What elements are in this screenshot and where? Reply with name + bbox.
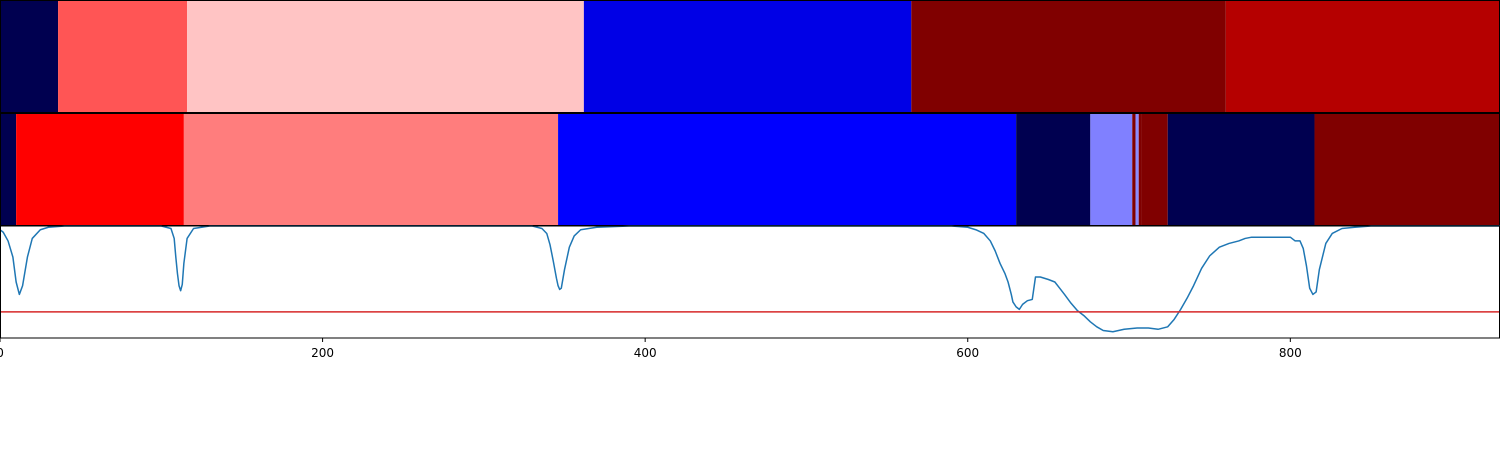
color-segment bbox=[1016, 113, 1091, 226]
x-tick-label: 400 bbox=[634, 346, 657, 360]
color-segment bbox=[583, 0, 912, 113]
color-segment bbox=[1132, 113, 1136, 226]
color-strip-middle bbox=[0, 113, 1500, 226]
x-tick-label: 200 bbox=[311, 346, 334, 360]
color-segment bbox=[1090, 113, 1133, 226]
x-tick-label: 600 bbox=[956, 346, 979, 360]
color-segment bbox=[911, 0, 1226, 113]
line-panel bbox=[0, 225, 1500, 339]
color-segment bbox=[183, 113, 559, 226]
color-segment bbox=[16, 113, 184, 226]
x-axis: 0 200 400 600 800 bbox=[0, 338, 1302, 360]
signal-line bbox=[0, 225, 1500, 333]
color-segment bbox=[1135, 113, 1139, 226]
color-segment bbox=[1138, 113, 1142, 226]
color-strip-top bbox=[0, 0, 1500, 113]
color-segment bbox=[558, 113, 1017, 226]
color-segment bbox=[1314, 113, 1500, 226]
color-segment bbox=[58, 0, 188, 113]
panel-frame bbox=[0, 225, 1500, 339]
color-segment bbox=[0, 0, 59, 113]
color-segment bbox=[1167, 113, 1315, 226]
x-tick-label: 0 bbox=[0, 346, 4, 360]
color-segment bbox=[0, 113, 17, 226]
color-segment bbox=[1141, 113, 1168, 226]
color-segment bbox=[187, 0, 584, 113]
color-segment bbox=[1225, 0, 1500, 113]
x-tick-label: 800 bbox=[1279, 346, 1302, 360]
